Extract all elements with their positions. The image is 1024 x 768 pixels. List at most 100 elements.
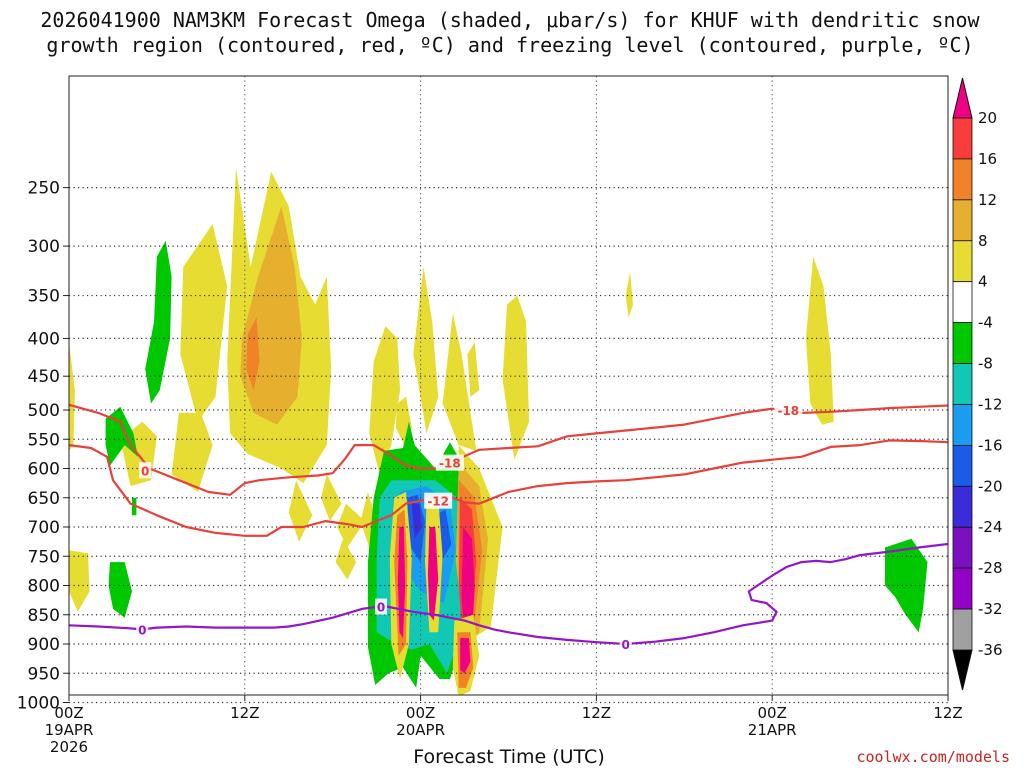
omega-region-17 [625, 271, 633, 318]
contour-label-m12: -12 [427, 495, 449, 509]
omega-region-16 [502, 295, 529, 460]
colorbar-label-3: 8 [978, 232, 988, 250]
xtick-date-0: 19APR [45, 721, 94, 739]
omega-region-24 [108, 562, 132, 618]
xtick-label-0: 00Z [54, 704, 83, 722]
colorbar-label-5: -4 [978, 314, 993, 332]
colorbar-segment-1 [952, 158, 973, 201]
contour-label-m18-right-bg [774, 402, 803, 418]
omega-shaded-regions [69, 167, 928, 695]
purple-contour-0 [69, 542, 948, 646]
colorbar-label-10: -24 [978, 518, 1003, 536]
ytick-label-300: 300 [28, 237, 60, 257]
ytick-label-700: 700 [28, 518, 60, 538]
omega-region-20 [246, 317, 260, 391]
xtick-year-0: 2026 [50, 738, 88, 756]
xtick-label-3: 12Z [582, 704, 611, 722]
colorbar-segment-4 [952, 281, 973, 324]
contour-label-m12-bg [424, 492, 453, 509]
contour-label-small-bg [139, 462, 152, 479]
colorbar-label-0: 20 [978, 109, 997, 127]
contour-label-0-mid: 0 [377, 601, 385, 615]
colorbar-label-2: 12 [978, 191, 997, 209]
omega-region-4 [180, 224, 228, 422]
omega-region-14 [442, 313, 477, 451]
colorbar-segment-8 [952, 444, 973, 487]
omega-region-3 [171, 412, 213, 492]
xtick-label-2: 00Z [406, 704, 435, 722]
colorbar-label-4: 4 [978, 273, 988, 291]
colorbar-label-7: -12 [978, 395, 1003, 413]
omega-region-6 [288, 480, 313, 542]
credit-text: coolwx.com/models [856, 748, 1010, 766]
ytick-label-450: 450 [28, 367, 60, 387]
x-axis-label: Forecast Time (UTC) [413, 746, 604, 768]
chart-title-line-1: 2026041900 NAM3KM Forecast Omega (shaded… [40, 8, 980, 32]
colorbar-label-6: -8 [978, 355, 993, 373]
colorbar: 20 16 12 8 4 -4 -8 -12 -16 -20 -24 -28 -32 -36 [952, 77, 1003, 691]
omega-region-42 [427, 527, 439, 621]
omega-region-23 [132, 497, 137, 516]
contour-label-0-right-bg [619, 636, 632, 652]
omega-region-7 [321, 474, 342, 522]
omega-region-21 [145, 240, 172, 404]
xtick-date-4: 21APR [748, 721, 797, 739]
ytick-label-600: 600 [28, 460, 60, 480]
omega-region-0 [69, 342, 75, 451]
ytick-label-800: 800 [28, 577, 60, 597]
xtick-label-5: 12Z [933, 704, 962, 722]
ytick-label-750: 750 [28, 547, 60, 567]
colorbar-segment-2 [952, 199, 973, 242]
colorbar-label-12: -32 [978, 600, 1003, 618]
omega-region-15 [467, 342, 480, 397]
xtick-label-4: 00Z [758, 704, 787, 722]
colorbar-segment-7 [952, 404, 973, 446]
ytick-label-850: 850 [28, 606, 60, 626]
ytick-label-1000: 1000 [17, 694, 60, 714]
colorbar-bottom-arrow [952, 649, 973, 691]
contour-label-small: 0 [141, 464, 149, 478]
chart-title-line-2: growth region (contoured, red, ºC) and f… [46, 33, 973, 57]
ytick-label-950: 950 [28, 664, 60, 684]
colorbar-label-11: -28 [978, 559, 1003, 577]
contour-label-0-mid-bg [375, 598, 388, 615]
colorbar-segment-5 [952, 322, 973, 364]
colorbar-segment-12 [952, 608, 973, 651]
ytick-label-650: 650 [28, 489, 60, 509]
colorbar-label-1: 16 [978, 150, 997, 168]
y-axis-pressure-ticks: 250 300 350 400 450 500 550 600 650 700 750 800 850 9… [17, 179, 69, 714]
omega-region-45 [460, 638, 471, 674]
contour-label-m18-right: -18 [777, 404, 799, 418]
contour-label-0-left: 0 [138, 623, 146, 637]
ytick-label-250: 250 [28, 179, 60, 199]
contour-label-0-left-bg [136, 621, 149, 638]
ytick-label-350: 350 [28, 287, 60, 307]
xtick-label-1: 12Z [230, 704, 259, 722]
ytick-label-900: 900 [28, 635, 60, 655]
colorbar-segment-0 [952, 117, 973, 160]
contour-label-m18-mid-bg [435, 454, 464, 471]
contour-label-m18-mid: -18 [439, 457, 461, 471]
ytick-label-400: 400 [28, 329, 60, 349]
omega-region-37 [461, 527, 475, 644]
colorbar-segment-9 [952, 485, 973, 528]
omega-region-9 [335, 538, 357, 580]
colorbar-label-9: -20 [978, 477, 1003, 495]
omega-region-11 [369, 326, 401, 475]
plot-frame [68, 75, 949, 696]
colorbar-segment-11 [952, 567, 973, 610]
omega-region-32 [411, 503, 423, 539]
contour-labels: -18 -18 -12 0 0 0 0 [136, 402, 803, 652]
omega-region-13 [413, 266, 439, 434]
colorbar-top-arrow [952, 77, 973, 119]
omega-region-22 [105, 406, 138, 466]
colorbar-segment-10 [952, 526, 973, 569]
colorbar-label-8: -16 [978, 436, 1003, 454]
colorbar-label-13: -36 [978, 641, 1003, 659]
colorbar-segment-6 [952, 363, 973, 405]
contour-label-0-right: 0 [622, 638, 630, 652]
ytick-label-550: 550 [28, 430, 60, 450]
xtick-date-2: 20APR [396, 721, 445, 739]
